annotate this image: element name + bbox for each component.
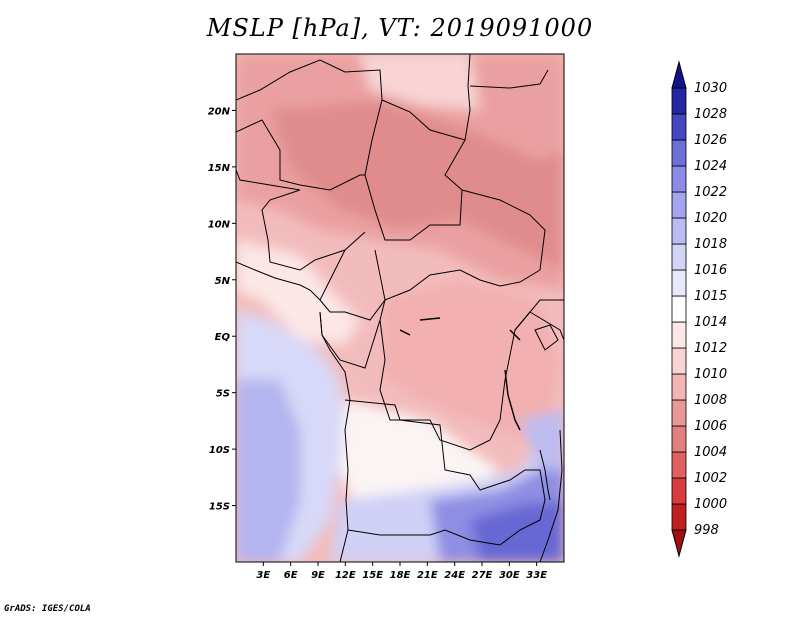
x-tick-label: 33E	[526, 570, 547, 581]
lake-tanganyika	[504, 369, 521, 431]
x-tick-label: 21E	[417, 570, 438, 581]
colorbar-label: 1030	[694, 81, 727, 96]
colorbar-segment	[671, 217, 687, 245]
colorbar-label: 1006	[694, 419, 727, 434]
x-tick-label: 12E	[335, 570, 356, 581]
lake-malawi	[539, 449, 551, 501]
colorbar-label: 1010	[694, 367, 727, 382]
border-sudan	[461, 189, 546, 287]
colorbar-segment	[671, 347, 687, 375]
x-tick-label: 30E	[499, 570, 520, 581]
y-tick-label: 10N	[208, 219, 231, 230]
border-angola	[344, 399, 481, 491]
colorbar-max-triangle	[671, 60, 687, 89]
colorbar-segment	[671, 243, 687, 271]
border-mali-niger	[236, 119, 365, 191]
colorbar-segment	[671, 191, 687, 219]
colorbar-label: 1028	[694, 107, 727, 122]
coastline-central-africa	[319, 311, 351, 562]
colorbar-label: 1014	[694, 315, 727, 330]
footer-credit: GrADS: IGES/COLA	[4, 604, 91, 614]
x-tick-label: 9E	[311, 570, 325, 581]
coastline-mozambique	[539, 429, 563, 562]
country-borders	[236, 54, 564, 562]
colorbar-segment	[671, 399, 687, 427]
border-drc	[379, 311, 531, 451]
colorbar-segment	[671, 477, 687, 505]
x-tick-label: 3E	[256, 570, 270, 581]
y-tick-label: 20N	[208, 106, 231, 117]
colorbar-label: 1015	[694, 289, 727, 304]
colorbar-segment	[671, 373, 687, 401]
colorbar-segment	[671, 425, 687, 453]
field-region-gulf	[236, 240, 360, 345]
colorbar-label: 1004	[694, 445, 727, 460]
lake-victoria	[534, 324, 559, 351]
field-region-atlantic-deep	[236, 380, 300, 562]
colorbar-label: 1012	[694, 341, 727, 356]
x-tick-label: 6E	[284, 570, 298, 581]
border-zambia	[479, 469, 546, 546]
colorbar-segment	[671, 321, 687, 349]
colorbar: 998 1000 1002 1004 1006 1008 1010 1012 1014 1015 1…	[671, 60, 727, 558]
colorbar-label: 1008	[694, 393, 727, 408]
border-sahara-east	[469, 69, 549, 89]
field-region-top-light	[360, 54, 480, 110]
pressure-field	[236, 54, 564, 562]
colorbar-segment	[671, 87, 687, 115]
border-niger-nigeria	[236, 169, 301, 191]
colorbar-segment	[671, 269, 687, 297]
y-tick-label: 15N	[208, 163, 231, 174]
colorbar-label: 1002	[694, 471, 727, 486]
border-east-africa	[514, 299, 564, 341]
colorbar-segment	[671, 165, 687, 193]
colorbar-min-triangle	[671, 529, 687, 558]
colorbar-segment	[671, 295, 687, 323]
colorbar-label: 1026	[694, 133, 727, 148]
x-tick-label: 27E	[472, 570, 493, 581]
y-tick-label: 10S	[209, 445, 230, 456]
border-nigeria-cameroon	[261, 189, 366, 271]
colorbar-label: 1024	[694, 159, 727, 174]
x-axis: 3E 6E 9E 12E 15E 18E 21E 24E 27E 30E 33E	[256, 562, 547, 581]
x-tick-label: 15E	[362, 570, 383, 581]
border-namibia	[347, 529, 501, 546]
colorbar-label: 1018	[694, 237, 727, 252]
border-cameroon-car	[319, 249, 386, 321]
x-tick-label: 18E	[390, 570, 411, 581]
chart-title: MSLP [hPa], VT: 2019091000	[206, 14, 594, 42]
colorbar-label: 998	[694, 523, 719, 538]
field-region-low-core	[270, 100, 564, 270]
field-region-east-coast	[520, 410, 564, 470]
colorbar-label: 1000	[694, 497, 727, 512]
coastline-west-africa	[236, 261, 321, 301]
colorbar-segment	[671, 451, 687, 479]
y-tick-label: 15S	[209, 502, 230, 513]
colorbar-segment	[671, 503, 687, 531]
y-tick-label: EQ	[215, 332, 231, 343]
colorbar-label: 1016	[694, 263, 727, 278]
field-region-south-core	[470, 500, 564, 562]
y-axis: 20N 15N 10N 5N EQ 5S 10S 15S	[208, 106, 236, 513]
colorbar-label: 1020	[694, 211, 727, 226]
colorbar-segment	[671, 113, 687, 141]
colorbar-label: 1022	[694, 185, 727, 200]
y-tick-label: 5N	[215, 276, 231, 287]
colorbar-segment	[671, 139, 687, 167]
river-congo	[399, 317, 521, 341]
border-chad	[364, 99, 466, 241]
x-tick-label: 24E	[444, 570, 465, 581]
y-tick-label: 5S	[216, 389, 230, 400]
